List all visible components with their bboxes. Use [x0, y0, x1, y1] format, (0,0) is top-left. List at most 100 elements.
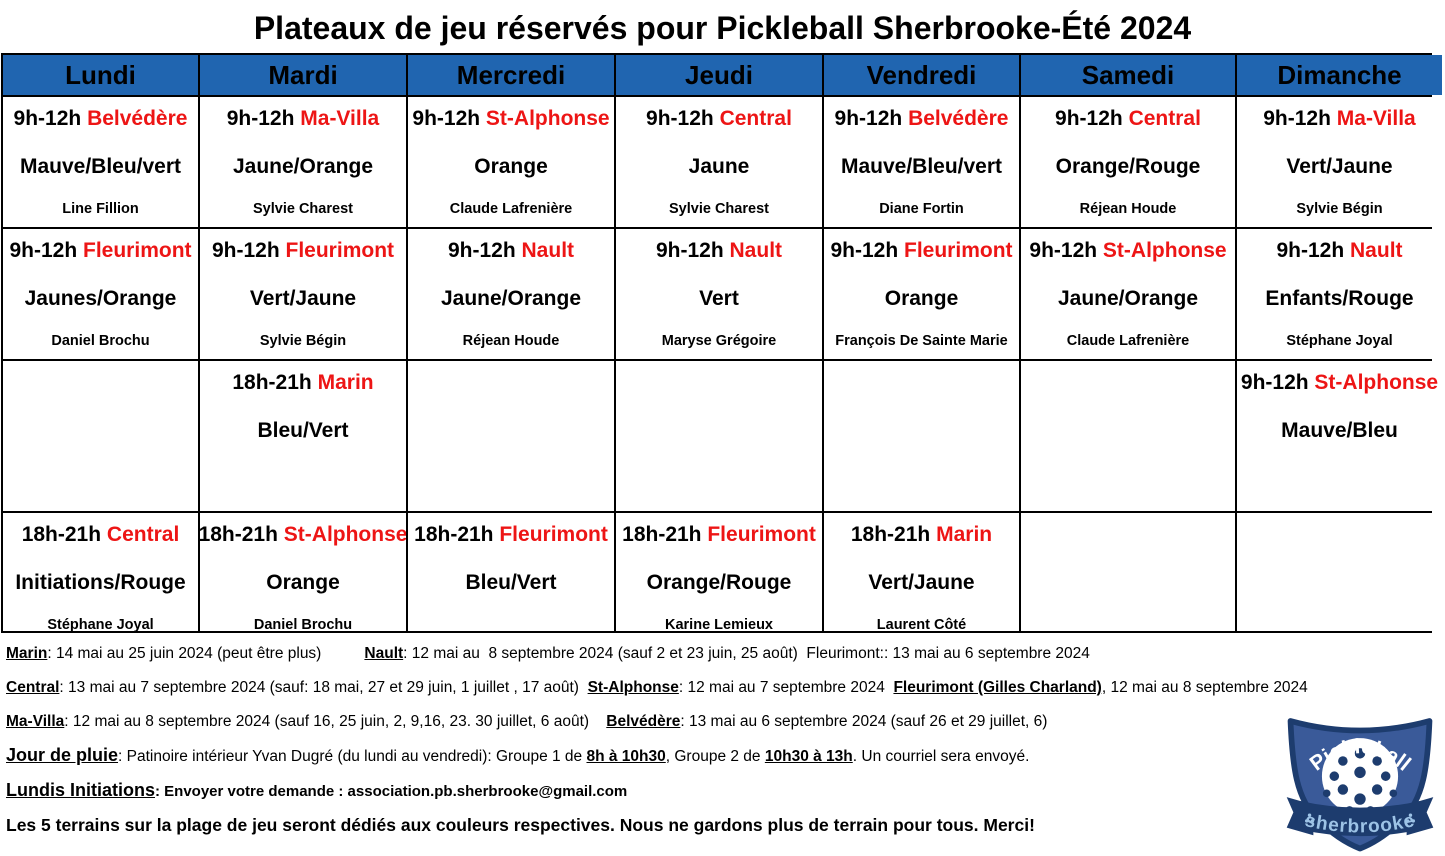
cell-colors: Jaune/Orange: [232, 155, 374, 178]
note-segment: Marin: [6, 645, 48, 662]
cell-colors: Mauve/Bleu: [1281, 419, 1398, 442]
cell-person: Maryse Grégoire: [661, 333, 777, 349]
schedule-cell: 9h-12h Nault Enfants/Rouge Stéphane Joyal: [1237, 229, 1442, 359]
note-segment: Ma-Villa: [6, 713, 65, 730]
cell-colors: Jaune/Orange: [1057, 287, 1199, 310]
cell-colors: Mauve/Bleu/vert: [840, 155, 1003, 178]
schedule-cell: 18h-21h Fleurimont Bleu/Vert: [408, 513, 614, 631]
cell-time: 18h-21h: [850, 523, 931, 546]
schedule-cell: 9h-12h Ma-Villa Vert/Jaune Sylvie Bégin: [1237, 97, 1442, 227]
cell-location: Central: [719, 107, 792, 130]
cell-location: Ma-Villa: [1336, 107, 1416, 130]
note-segment: : 13 mai au 6 septembre 2024 (sauf 26 et…: [680, 713, 1048, 730]
cell-location: Central: [106, 523, 180, 546]
schedule-cell: [408, 361, 614, 511]
cell-colors: Orange: [884, 287, 959, 310]
note-segment: Nault: [364, 645, 404, 662]
cell-person: Sylvie Charest: [669, 201, 769, 217]
cell-person: Laurent Côté: [876, 617, 967, 631]
cell-location: Belvédère: [908, 107, 1009, 130]
cell-person: Sylvie Charest: [253, 201, 353, 217]
cell-location: Marin: [936, 523, 993, 546]
cell-time: 9h-12h: [1029, 239, 1098, 262]
schedule-cell: 9h-12h Fleurimont Jaunes/Orange Daniel Bro…: [3, 229, 198, 359]
cell-person: Stéphane Joyal: [1286, 333, 1393, 349]
cell-time: 9h-12h: [646, 107, 714, 130]
cell-location: Fleurimont: [285, 239, 395, 262]
cell-person: Karine Lemieux: [665, 617, 773, 631]
cell-location: St-Alphonse: [283, 523, 406, 546]
schedule-cell: [824, 361, 1019, 511]
schedule-cell: 9h-12h Nault Jaune/Orange Réjean Houde: [408, 229, 614, 359]
cell-time: 9h-12h: [226, 107, 295, 130]
note-segment: : 13 mai au 7 septembre 2024 (sauf: 18 m…: [59, 679, 588, 696]
note-segment: Fleurimont (Gilles Charland): [893, 679, 1102, 696]
cell-colors: Vert/Jaune: [868, 571, 975, 594]
cell-time: 18h-21h: [622, 523, 702, 546]
note-segment: : Patinoire intérieur Yvan Dugré (du lun…: [118, 748, 587, 765]
banner-ribbon: [1286, 797, 1434, 837]
note-segment: : 14 mai au 25 juin 2024 (peut être plus…: [47, 645, 365, 662]
schedule-cell: 9h-12h Central Orange/Rouge Réjean Houde: [1021, 97, 1235, 227]
day-header-samedi: Samedi: [1021, 55, 1235, 95]
day-header-mercredi: Mercredi: [408, 55, 614, 95]
cell-time: 9h-12h: [13, 107, 82, 130]
schedule-cell: 18h-21h Fleurimont Orange/Rouge Karine Lem…: [616, 513, 822, 631]
note-segment: Belvédère: [606, 713, 681, 730]
cell-location: St-Alphonse: [1314, 371, 1439, 394]
note-segment: : 12 mai au 8 septembre 2024 (sauf 2 et …: [403, 645, 1090, 662]
schedule-cell: 18h-21h St-Alphonse Orange Daniel Brochu: [200, 513, 406, 631]
note-segment: : 12 mai au 7 septembre 2024: [678, 679, 894, 696]
cell-location: Fleurimont: [707, 523, 816, 546]
schedule-cell: 9h-12h St-Alphonse Mauve/Bleu: [1237, 361, 1442, 511]
pickleball-sherbrooke-logo: Pickleball sherbrooke: [1286, 718, 1434, 852]
cell-location: Nault: [729, 239, 783, 262]
cell-person: Diane Fortin: [879, 201, 964, 217]
note-segment: Central: [6, 679, 60, 696]
note-line: Les 5 terrains sur la plage de jeu seron…: [6, 815, 1445, 837]
cell-time: 18h-21h: [21, 523, 102, 546]
page-title: Plateaux de jeu réservés pour Pickleball…: [253, 10, 1192, 46]
cell-time: 9h-12h: [834, 107, 903, 130]
day-header-vendredi: Vendredi: [824, 55, 1019, 95]
banner-dots: [1304, 813, 1416, 823]
cell-time: 18h-21h: [414, 523, 494, 546]
cell-person: Sylvie Bégin: [259, 333, 347, 349]
schedule-cell: [1021, 513, 1235, 631]
cell-time: 9h-12h: [1276, 239, 1345, 262]
day-header-dimanche: Dimanche: [1237, 55, 1442, 95]
cell-colors: Vert/Jaune: [249, 287, 357, 310]
cell-location: Fleurimont: [83, 239, 192, 262]
schedule-table: Lundi Mardi Mercredi Jeudi Vendredi Samedi Dim…: [1, 53, 1442, 633]
note-segment: . Un courriel sera envoyé.: [852, 748, 1030, 765]
cell-location: Nault: [1350, 239, 1403, 262]
schedule-cell: 18h-21h Central Initiations/Rouge Stéphane…: [3, 513, 198, 631]
cell-colors: Jaune: [688, 155, 750, 178]
cell-time: 18h-21h: [232, 371, 312, 394]
cell-location: St-Alphonse: [485, 107, 610, 130]
cell-time: 9h-12h: [9, 239, 78, 262]
cell-colors: Orange: [474, 155, 548, 178]
cell-colors: Jaunes/Orange: [24, 287, 177, 310]
cell-person: Stéphane Joyal: [47, 617, 154, 631]
note-segment: : 12 mai au 8 septembre 2024 (sauf 16, 2…: [64, 713, 607, 730]
note-segment: Les 5 terrains sur la plage de jeu seron…: [6, 815, 1035, 835]
schedule-cell: 18h-21h Marin Vert/Jaune Laurent Côté: [824, 513, 1019, 631]
cell-time: 18h-21h: [200, 523, 278, 546]
cell-person: Sylvie Bégin: [1296, 201, 1383, 217]
cell-time: 9h-12h: [412, 107, 481, 130]
cell-time: 9h-12h: [447, 239, 516, 262]
cell-colors: Bleu/Vert: [465, 571, 557, 594]
note-segment: 10h30 à 13h: [764, 748, 853, 765]
cell-person: Claude Lafrenière: [1066, 333, 1190, 349]
cell-person: Line Fillion: [62, 201, 139, 217]
cell-person: Réjean Houde: [462, 333, 560, 349]
note-segment: Lundis Initiations: [6, 780, 155, 800]
note-segment: , 12 mai au 8 septembre 2024: [1101, 679, 1308, 696]
cell-person: François De Sainte Marie: [835, 333, 1008, 349]
schedule-cell: 9h-12h St-Alphonse Jaune/Orange Claude Laf…: [1021, 229, 1235, 359]
cell-colors: Enfants/Rouge: [1265, 287, 1414, 310]
cell-person: Daniel Brochu: [51, 333, 150, 349]
cell-time: 9h-12h: [830, 239, 899, 262]
cell-colors: Vert/Jaune: [1286, 155, 1393, 178]
